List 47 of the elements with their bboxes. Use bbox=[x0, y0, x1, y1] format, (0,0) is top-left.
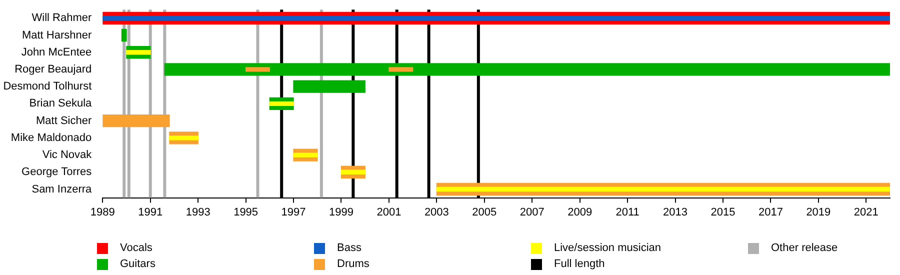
x-tick-label: 2019 bbox=[806, 206, 831, 218]
x-tick-label: 1989 bbox=[90, 206, 115, 218]
legend-label: Drums bbox=[337, 258, 370, 270]
y-tick-label: Brian Sekula bbox=[29, 98, 93, 110]
legend-label: Guitars bbox=[120, 258, 156, 270]
bar bbox=[269, 101, 294, 106]
y-tick-label: Sam Inzerra bbox=[32, 183, 93, 196]
y-tick-label: Matt Sicher bbox=[36, 114, 92, 127]
y-tick-label: Matt Harshner bbox=[22, 29, 92, 42]
legend-label: Full length bbox=[554, 258, 605, 270]
x-tick-label: 2009 bbox=[568, 206, 592, 218]
legend-label: Bass bbox=[337, 242, 362, 254]
bar bbox=[102, 114, 170, 128]
x-tick-label: 2005 bbox=[472, 206, 497, 218]
y-tick-label: Mike Maldonado bbox=[10, 132, 92, 144]
y-tick-label: George Torres bbox=[22, 166, 92, 178]
legend-label: Other release bbox=[771, 242, 838, 254]
bar bbox=[169, 136, 198, 140]
x-tick-label: 2011 bbox=[616, 206, 640, 218]
x-tick-label: 2017 bbox=[758, 206, 783, 218]
x-tick-label: 2021 bbox=[854, 206, 878, 218]
x-tick-label: 1995 bbox=[234, 206, 258, 218]
x-tick-label: 2015 bbox=[710, 206, 736, 218]
bar bbox=[121, 28, 127, 42]
y-tick-label: Roger Beaujard bbox=[14, 64, 92, 76]
legend-label: Vocals bbox=[120, 242, 152, 254]
x-tick-label: 2013 bbox=[663, 206, 688, 218]
y-tick-label: Will Rahmer bbox=[32, 12, 92, 24]
x-tick-label: 1997 bbox=[281, 206, 306, 218]
y-tick-label: Desmond Tolhurst bbox=[3, 80, 92, 93]
x-tick-label: 1991 bbox=[138, 206, 163, 218]
y-tick-label: Vic Novak bbox=[42, 149, 92, 162]
x-tick-label: 1993 bbox=[186, 206, 210, 218]
bar bbox=[293, 80, 366, 93]
legend-label: Live/session musician bbox=[554, 242, 661, 254]
bar bbox=[293, 152, 318, 158]
y-tick-label: John McEntee bbox=[21, 46, 92, 58]
bar bbox=[436, 186, 890, 192]
bar bbox=[126, 50, 151, 55]
bar bbox=[164, 63, 890, 76]
x-tick-label: 1999 bbox=[329, 206, 354, 218]
x-tick-label: 2003 bbox=[424, 206, 449, 218]
bar bbox=[388, 67, 414, 72]
x-tick-label: 2007 bbox=[520, 206, 544, 218]
bar bbox=[340, 170, 366, 174]
bar bbox=[102, 16, 890, 20]
x-tick-label: 2001 bbox=[376, 206, 402, 218]
